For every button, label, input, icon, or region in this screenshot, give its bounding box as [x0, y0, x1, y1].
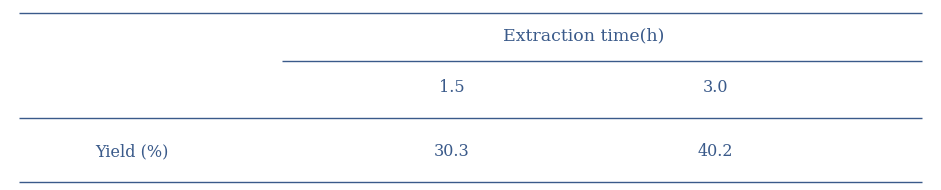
- Text: 40.2: 40.2: [697, 143, 733, 161]
- Text: 1.5: 1.5: [439, 79, 465, 96]
- Text: 30.3: 30.3: [434, 143, 470, 161]
- Text: 3.0: 3.0: [702, 79, 728, 96]
- Text: Extraction time(h): Extraction time(h): [502, 28, 664, 45]
- Text: Yield (%): Yield (%): [95, 143, 168, 161]
